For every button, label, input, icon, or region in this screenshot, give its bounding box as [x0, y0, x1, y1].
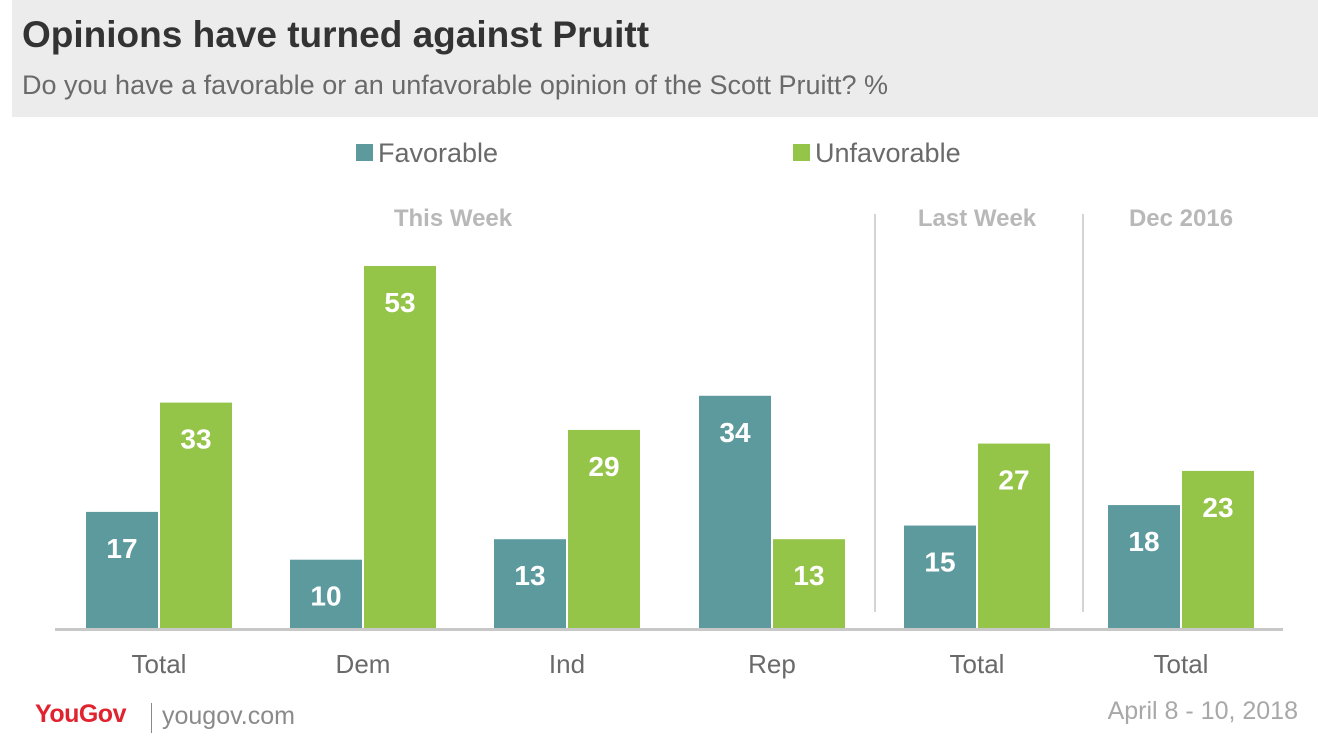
legend-label-0: Favorable: [378, 138, 498, 168]
group-label-2: Dec 2016: [1129, 205, 1233, 232]
value-label-unfavorable-2: 29: [588, 451, 619, 482]
bar-unfavorable-0: [160, 402, 232, 628]
footer-site[interactable]: yougov.com: [162, 702, 295, 730]
survey-date: April 8 - 10, 2018: [1107, 697, 1298, 725]
bar-unfavorable-2: [568, 429, 640, 628]
bar-unfavorable-3: [773, 539, 845, 628]
bar-favorable-5: [1108, 505, 1180, 628]
bar-favorable-1: [290, 559, 362, 628]
group-separators: [874, 214, 1084, 612]
chart-subtitle: Do you have a favorable or an unfavorabl…: [22, 70, 889, 100]
value-label-favorable-5: 18: [1128, 526, 1159, 557]
legend-label-1: Unfavorable: [815, 138, 961, 168]
value-label-favorable-4: 15: [924, 547, 955, 578]
bar-favorable-3: [699, 395, 771, 628]
value-label-favorable-3: 34: [719, 417, 751, 448]
x-tick-label-4: Total: [950, 649, 1005, 679]
group-label-1: Last Week: [918, 205, 1037, 232]
bar-favorable-2: [494, 539, 566, 628]
value-label-favorable-2: 13: [514, 560, 545, 591]
x-tick-label-5: Total: [1154, 649, 1209, 679]
chart-title: Opinions have turned against Pruitt: [22, 14, 650, 55]
legend-swatch-0: [356, 144, 373, 161]
bar-favorable-0: [86, 511, 158, 628]
value-label-unfavorable-1: 53: [384, 287, 415, 318]
legend: Favorable Unfavorable: [356, 138, 961, 168]
value-label-unfavorable-0: 33: [180, 424, 211, 455]
value-labels: 17 10 13 34 15 18 33 53 29 13 27 23: [106, 287, 1233, 612]
value-label-favorable-0: 17: [106, 533, 137, 564]
group-label-0: This Week: [394, 205, 513, 232]
legend-swatch-1: [793, 144, 810, 161]
x-tick-label-1: Dem: [336, 649, 391, 679]
value-label-unfavorable-5: 23: [1202, 492, 1233, 523]
bar-unfavorable-4: [978, 443, 1050, 628]
x-tick-label-3: Rep: [748, 649, 796, 679]
bar-favorable-4: [904, 525, 976, 628]
x-tick-labels: Total Dem Ind Rep Total Total: [132, 649, 1209, 679]
bar-unfavorable-5: [1182, 470, 1254, 628]
header-band: [12, 0, 1318, 117]
value-label-unfavorable-4: 27: [998, 465, 1029, 496]
x-tick-label-2: Ind: [549, 649, 585, 679]
yougov-logo: YouGov: [35, 700, 126, 728]
group-labels: This Week Last Week Dec 2016: [394, 205, 1233, 232]
bar-unfavorable-1: [364, 266, 436, 628]
value-label-unfavorable-3: 13: [793, 560, 824, 591]
footer-divider: [151, 703, 152, 733]
bars: [86, 266, 1254, 628]
x-tick-label-0: Total: [132, 649, 187, 679]
value-label-favorable-1: 10: [310, 581, 341, 612]
